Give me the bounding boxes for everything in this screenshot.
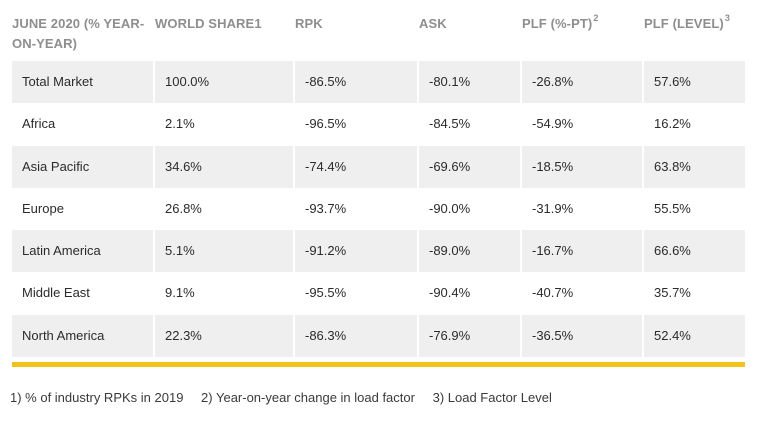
header-plf-level: PLF (LEVEL)3 xyxy=(644,13,730,34)
cell-share: 2.1% xyxy=(165,116,195,132)
footnote-1: 1) % of industry RPKs in 2019 xyxy=(10,390,184,405)
cell-share: 5.1% xyxy=(155,230,293,273)
header-plf-level-sup: 3 xyxy=(724,13,730,23)
cell-plf-pt: -36.5% xyxy=(522,314,642,358)
cell-plf-level: 16.2% xyxy=(654,116,691,132)
table-row: Asia Pacific 34.6% -74.4% -69.6% -18.5% … xyxy=(12,145,745,188)
cell-ask: -80.1% xyxy=(419,61,520,104)
header-ask: ASK xyxy=(419,16,447,31)
header-period: JUNE 2020 (% YEAR-ON-YEAR) xyxy=(12,16,145,51)
cell-plf-level: 55.5% xyxy=(654,200,691,216)
cell-rpk: -96.5% xyxy=(305,116,347,132)
cell-ask: -90.4% xyxy=(429,285,471,301)
cell-region: North America xyxy=(12,314,153,358)
cell-ask: -84.5% xyxy=(429,116,471,132)
cell-rpk: -93.7% xyxy=(305,200,347,216)
table-row: Middle East 9.1% -95.5% -90.4% -40.7% 35… xyxy=(12,272,745,314)
footnote-3: 3) Load Factor Level xyxy=(432,390,552,405)
cell-share: 26.8% xyxy=(165,200,202,216)
cell-plf-pt: -31.9% xyxy=(532,200,574,216)
header-rpk: RPK xyxy=(295,16,323,31)
cell-rpk: -74.4% xyxy=(295,145,417,188)
cell-region: Middle East xyxy=(22,285,90,301)
header-world-share: WORLD SHARE1 xyxy=(155,16,262,31)
header-plf-pt: PLF (%-PT)2 xyxy=(522,13,599,34)
table-row: North America 22.3% -86.3% -76.9% -36.5%… xyxy=(12,314,745,358)
cell-plf-level: 63.8% xyxy=(644,145,745,188)
cell-plf-level: 66.6% xyxy=(644,230,745,273)
header-plf-pt-label: PLF (%-PT) xyxy=(522,16,593,31)
cell-rpk: -86.3% xyxy=(295,314,417,358)
cell-region: Latin America xyxy=(12,230,153,273)
cell-plf-pt: -54.9% xyxy=(532,116,574,132)
table-body: Total Market 100.0% -86.5% -80.1% -26.8%… xyxy=(12,61,745,358)
cell-plf-level: 35.7% xyxy=(654,285,691,301)
cell-plf-pt: -18.5% xyxy=(522,145,642,188)
cell-region: Total Market xyxy=(12,61,153,104)
cell-plf-level: 57.6% xyxy=(644,61,745,104)
table-header: JUNE 2020 (% YEAR-ON-YEAR) WORLD SHARE1 … xyxy=(12,13,745,58)
footnote-2: 2) Year-on-year change in load factor xyxy=(201,390,415,405)
table-row: Africa 2.1% -96.5% -84.5% -54.9% 16.2% xyxy=(12,103,745,145)
cell-region: Africa xyxy=(22,116,56,132)
cell-ask: -69.6% xyxy=(419,145,520,188)
table-row: Europe 26.8% -93.7% -90.0% -31.9% 55.5% xyxy=(12,188,745,230)
cell-plf-pt: -26.8% xyxy=(522,61,642,104)
cell-ask: -89.0% xyxy=(419,230,520,273)
cell-rpk: -86.5% xyxy=(295,61,417,104)
cell-share: 100.0% xyxy=(155,61,293,104)
header-plf-level-label: PLF (LEVEL) xyxy=(644,16,724,31)
accent-bar xyxy=(12,362,745,367)
footnotes: 1) % of industry RPKs in 2019 2) Year-on… xyxy=(10,390,566,405)
cell-rpk: -91.2% xyxy=(295,230,417,273)
cell-plf-pt: -40.7% xyxy=(532,285,574,301)
cell-share: 34.6% xyxy=(155,145,293,188)
cell-plf-pt: -16.7% xyxy=(522,230,642,273)
header-plf-pt-sup: 2 xyxy=(593,13,599,23)
cell-ask: -90.0% xyxy=(429,200,471,216)
cell-share: 9.1% xyxy=(165,285,195,301)
cell-share: 22.3% xyxy=(155,314,293,358)
table-row: Latin America 5.1% -91.2% -89.0% -16.7% … xyxy=(12,230,745,273)
table-row: Total Market 100.0% -86.5% -80.1% -26.8%… xyxy=(12,61,745,104)
cell-ask: -76.9% xyxy=(419,314,520,358)
cell-rpk: -95.5% xyxy=(305,285,347,301)
cell-plf-level: 52.4% xyxy=(644,314,745,358)
cell-region: Asia Pacific xyxy=(12,145,153,188)
cell-region: Europe xyxy=(22,200,64,216)
